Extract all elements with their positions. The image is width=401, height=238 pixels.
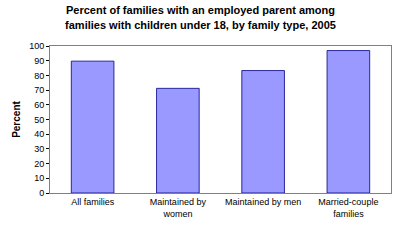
svg-text:80: 80 — [34, 71, 44, 81]
svg-text:Maintained by men: Maintained by men — [225, 197, 301, 207]
svg-text:90: 90 — [34, 56, 44, 66]
svg-text:Married-couplefamilies: Married-couplefamilies — [318, 197, 378, 219]
svg-text:100: 100 — [29, 41, 44, 51]
svg-text:0: 0 — [39, 188, 44, 198]
svg-text:40: 40 — [34, 129, 44, 139]
svg-text:Maintained bywomen: Maintained bywomen — [150, 197, 207, 219]
svg-text:All families: All families — [71, 197, 115, 207]
svg-text:70: 70 — [34, 85, 44, 95]
svg-text:30: 30 — [34, 144, 44, 154]
svg-text:20: 20 — [34, 159, 44, 169]
svg-text:10: 10 — [34, 173, 44, 183]
svg-text:Percent: Percent — [11, 100, 22, 137]
svg-text:Percent of families with an em: Percent of families with an employed par… — [65, 4, 336, 30]
svg-text:60: 60 — [34, 100, 44, 110]
svg-text:50: 50 — [34, 115, 44, 125]
